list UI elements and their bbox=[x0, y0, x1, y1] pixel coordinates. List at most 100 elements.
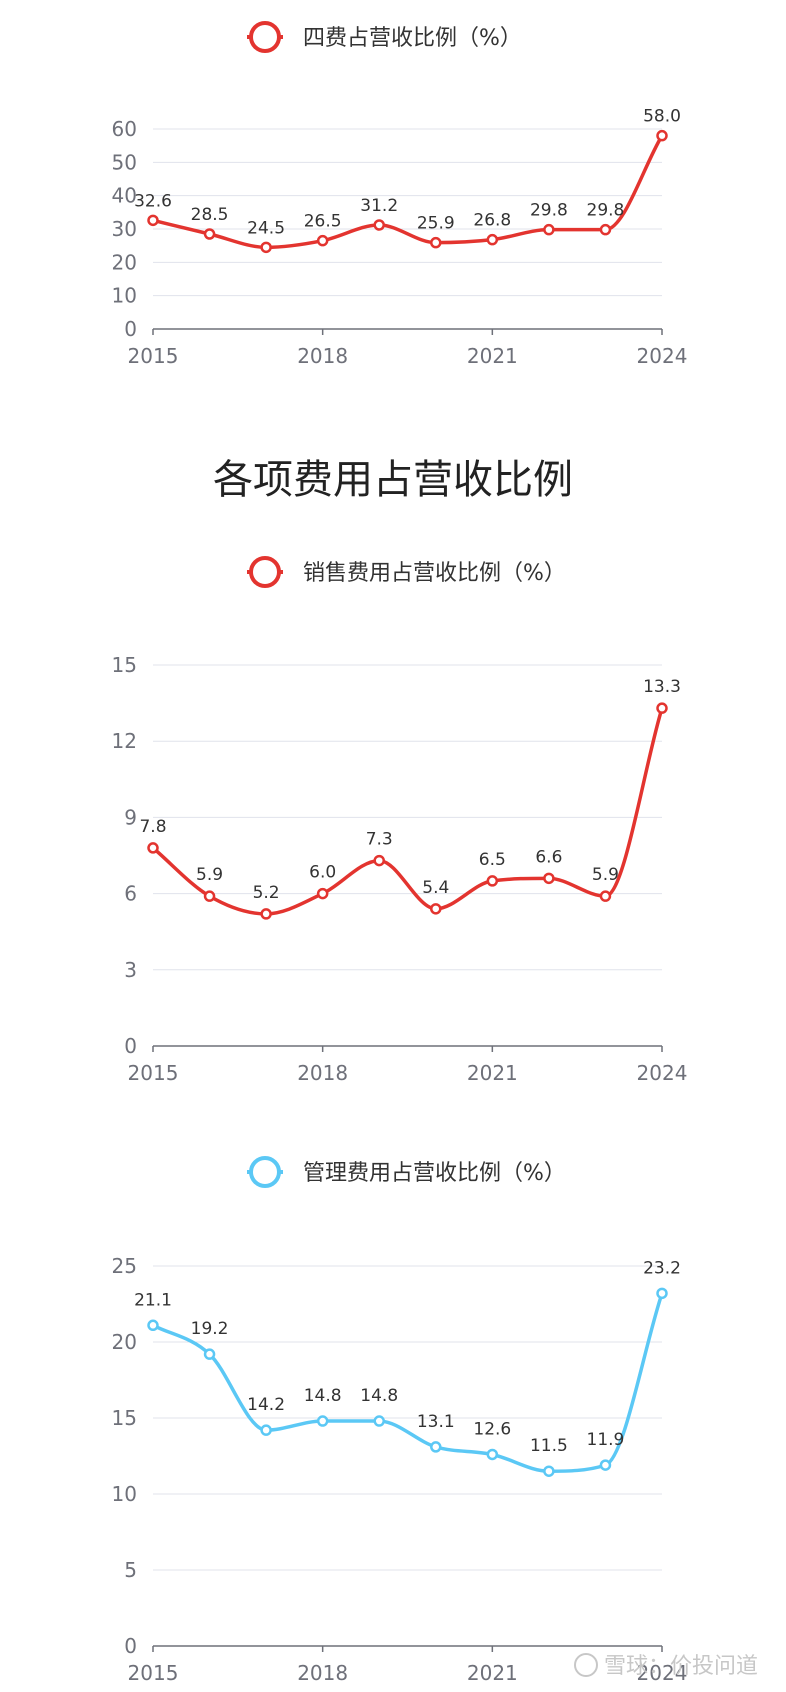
y-tick-label: 20 bbox=[112, 250, 137, 274]
y-tick-label: 12 bbox=[112, 729, 137, 753]
data-point bbox=[203, 1348, 216, 1360]
section-title: 各项费用占营收比例 bbox=[213, 457, 573, 503]
legend-label: 销售费用占营收比例（%） bbox=[303, 561, 566, 586]
data-point bbox=[486, 1448, 499, 1461]
data-point bbox=[147, 842, 159, 854]
legend-marker-icon bbox=[249, 1156, 281, 1188]
data-label: 11.9 bbox=[587, 1430, 625, 1450]
series-line bbox=[152, 134, 664, 250]
x-tick-label: 2024 bbox=[637, 344, 688, 368]
data-point bbox=[486, 875, 499, 887]
data-point bbox=[430, 1441, 442, 1453]
data-label: 14.2 bbox=[247, 1395, 285, 1415]
data-label: 7.3 bbox=[366, 830, 393, 850]
x-tick-label: 2024 bbox=[637, 1061, 688, 1085]
legend-label: 管理费用占营收比例（%） bbox=[303, 1161, 566, 1186]
legend-label: 四费占营收比例（%） bbox=[303, 26, 522, 51]
legend-marker-icon bbox=[249, 21, 281, 53]
data-point bbox=[373, 854, 385, 867]
data-point bbox=[599, 890, 612, 902]
data-label: 21.1 bbox=[134, 1290, 172, 1310]
x-tick-label: 2015 bbox=[128, 344, 179, 368]
data-point bbox=[373, 1415, 385, 1427]
chart-four-expenses: 四费占营收比例（%） 0 10 20 30 40 50 60 2015 2018 2021 2024 3… bbox=[112, 21, 688, 368]
legend: 四费占营收比例（%） bbox=[247, 21, 522, 53]
data-point bbox=[656, 1287, 668, 1300]
data-point bbox=[543, 872, 555, 885]
y-tick-label: 30 bbox=[112, 217, 137, 241]
legend-marker-icon bbox=[249, 556, 281, 588]
y-tick-label: 10 bbox=[112, 1482, 137, 1506]
data-label: 29.8 bbox=[530, 201, 568, 221]
data-point bbox=[203, 890, 216, 902]
data-point bbox=[316, 887, 329, 900]
data-point bbox=[316, 1415, 329, 1427]
data-point bbox=[430, 903, 442, 915]
chart-admin-expenses: 管理费用占营收比例（%） 0 5 10 15 20 25 2015 2018 2021 2024 21… bbox=[112, 1156, 688, 1685]
data-label: 11.5 bbox=[530, 1436, 568, 1456]
data-point bbox=[316, 234, 329, 247]
y-tick-label: 9 bbox=[124, 805, 137, 829]
data-point bbox=[599, 223, 612, 236]
y-tick-label: 15 bbox=[112, 1406, 137, 1430]
data-point bbox=[260, 908, 272, 920]
data-label: 5.2 bbox=[253, 883, 280, 903]
data-point bbox=[147, 1319, 159, 1332]
data-point bbox=[543, 223, 555, 236]
data-label: 7.8 bbox=[139, 817, 166, 837]
data-label: 13.3 bbox=[643, 677, 681, 697]
data-point bbox=[373, 219, 385, 231]
data-label: 14.8 bbox=[304, 1386, 342, 1406]
data-point bbox=[430, 236, 442, 249]
y-tick-label: 0 bbox=[124, 317, 137, 341]
data-point bbox=[203, 228, 216, 240]
x-tick-label: 2015 bbox=[128, 1061, 179, 1085]
data-label: 13.1 bbox=[417, 1412, 455, 1432]
chart-selling-expenses: 销售费用占营收比例（%） 0 3 6 9 12 15 2015 2018 2021 2024 7.8 5… bbox=[112, 556, 688, 1085]
data-label: 5.4 bbox=[422, 878, 449, 898]
data-label: 31.2 bbox=[360, 196, 398, 216]
data-label: 12.6 bbox=[473, 1419, 511, 1439]
data-label: 14.8 bbox=[360, 1386, 398, 1406]
x-tick-label: 2018 bbox=[297, 1661, 348, 1685]
x-tick-label: 2015 bbox=[128, 1661, 179, 1685]
data-point bbox=[260, 1424, 272, 1436]
data-label: 5.9 bbox=[592, 865, 619, 885]
x-tick-label: 2018 bbox=[297, 1061, 348, 1085]
data-point bbox=[486, 233, 499, 246]
data-label: 26.5 bbox=[304, 212, 342, 232]
y-tick-label: 3 bbox=[124, 958, 137, 982]
legend: 管理费用占营收比例（%） bbox=[247, 1156, 566, 1188]
data-label: 24.5 bbox=[247, 218, 285, 238]
data-label: 23.2 bbox=[643, 1258, 681, 1278]
data-label: 25.9 bbox=[417, 214, 455, 234]
y-tick-label: 40 bbox=[112, 184, 137, 208]
x-tick-label: 2018 bbox=[297, 344, 348, 368]
data-label: 26.8 bbox=[473, 211, 511, 231]
data-point bbox=[656, 702, 668, 714]
x-tick-label: 2021 bbox=[467, 344, 518, 368]
x-tick-label: 2021 bbox=[467, 1061, 518, 1085]
data-point bbox=[599, 1459, 612, 1471]
y-tick-label: 6 bbox=[124, 882, 137, 906]
y-tick-label: 50 bbox=[112, 150, 137, 174]
data-label: 6.6 bbox=[535, 847, 562, 867]
data-label: 19.2 bbox=[191, 1319, 229, 1339]
data-label: 32.6 bbox=[134, 191, 172, 211]
data-point bbox=[147, 214, 159, 227]
watermark-text: 雪球：价投问道 bbox=[604, 1654, 758, 1679]
watermark-logo-icon bbox=[574, 1653, 598, 1677]
series-line bbox=[151, 707, 664, 916]
data-label: 6.5 bbox=[479, 850, 506, 870]
y-tick-label: 25 bbox=[112, 1254, 137, 1278]
y-tick-label: 0 bbox=[124, 1034, 137, 1058]
y-tick-label: 5 bbox=[124, 1558, 137, 1582]
x-tick-label: 2024 bbox=[637, 1661, 688, 1685]
legend: 销售费用占营收比例（%） bbox=[247, 556, 566, 588]
y-tick-label: 20 bbox=[112, 1330, 137, 1354]
data-label: 29.8 bbox=[587, 201, 625, 221]
data-point bbox=[543, 1465, 555, 1477]
y-tick-label: 15 bbox=[112, 653, 137, 677]
data-point bbox=[260, 241, 272, 254]
